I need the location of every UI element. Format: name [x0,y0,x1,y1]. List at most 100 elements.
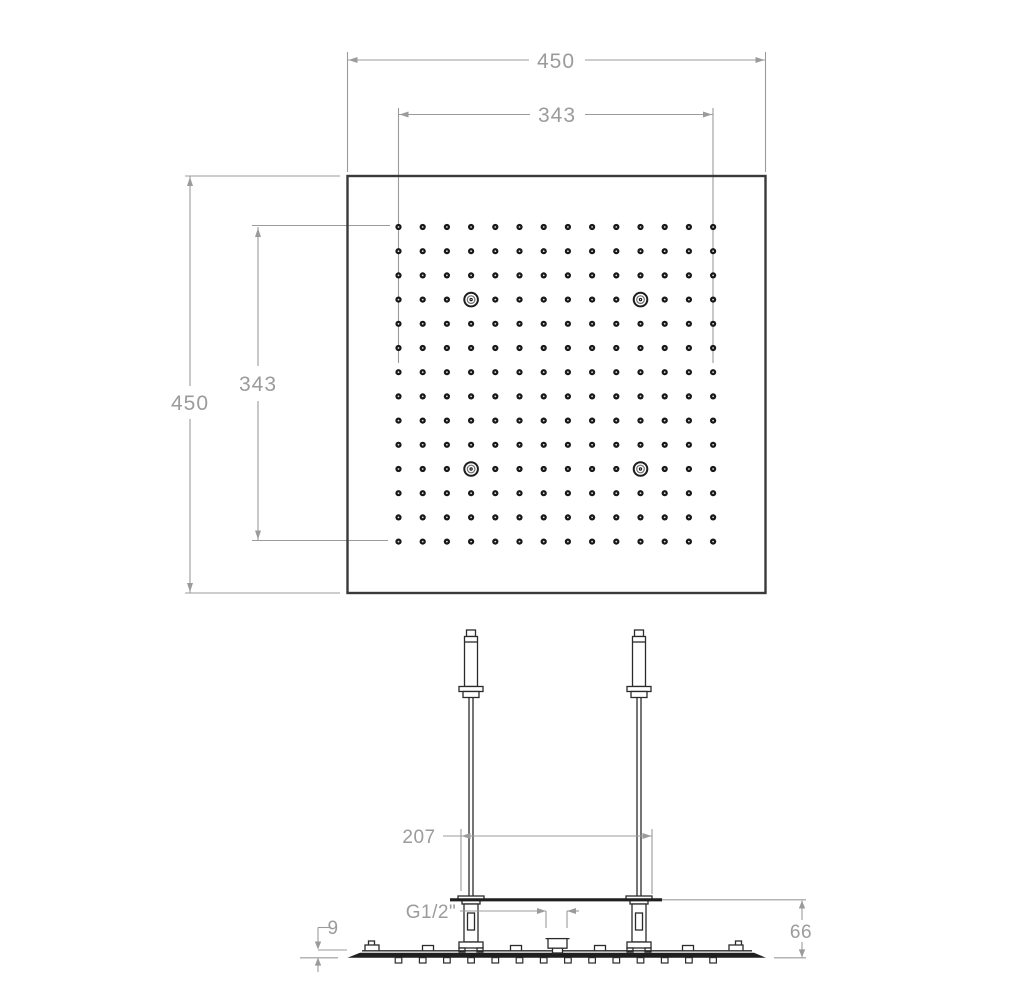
nozzle-dot [710,465,717,473]
nozzle-dot [637,344,644,352]
nozzle-dot [516,514,523,521]
nozzle-dot [443,320,450,327]
nozzle-dot [443,538,450,545]
nozzle-dot [564,490,572,497]
spray-nozzle-outlet [515,956,524,964]
feature-nozzle [463,461,479,477]
nozzle-dot [637,514,644,521]
nozzle-dot [395,441,402,448]
nozzle-dot [613,393,620,400]
nozzle-dot [516,320,523,327]
nozzle-dot [564,538,572,545]
nozzle-dot [492,223,499,231]
nozzle-dot [710,248,717,255]
dim-panel-thickness: 9 [300,918,347,972]
nozzle-dot [540,248,547,255]
nozzle-dot [540,320,547,327]
dim-label-rod-spacing: 207 [402,827,435,848]
nozzle-dot [613,272,620,279]
nozzle-dot [419,393,426,400]
nozzle-dot [443,490,450,497]
dim-label-inlet-thread: G1/2" [406,902,456,923]
nozzle-dot [564,320,572,327]
nozzle-dot [468,223,475,231]
panel-outline [346,174,767,595]
nozzle-dot [540,369,547,376]
nozzle-dot [661,417,668,424]
nozzle-dot [468,369,475,376]
nozzle-dot [468,393,475,400]
nozzle-dot [492,272,499,279]
nozzle-dot [564,344,572,352]
nozzle-dot [637,393,644,400]
nozzle-dot [661,490,668,497]
nozzle-dot [589,514,596,521]
nozzle-dot [468,344,475,352]
nozzle-dot [540,514,547,521]
elevation-view: 207 G1/2" 9 [300,629,812,972]
feature-nozzle [632,461,649,477]
nozzle-dot [637,441,644,448]
nozzle-dot [540,417,547,424]
nozzle-dot [419,296,426,303]
nozzle-dot [685,393,693,400]
nozzle-dot [468,441,475,448]
nozzle-dot [492,320,499,327]
nozzle-dot [613,514,620,521]
nozzle-dot [710,417,717,424]
nozzle-dot [540,441,547,448]
nozzle-dot [395,296,402,303]
nozzle-dot [685,320,693,327]
nozzle-dot [589,296,596,303]
nozzle-dot [516,465,523,473]
nozzle-dot [395,223,402,231]
nozzle-dot [540,296,547,303]
nozzle-dot [516,248,523,255]
nozzle-dot [613,296,620,303]
nozzle-dot [443,223,450,231]
nozzle-dot [468,490,475,497]
nozzle-dot [419,441,426,448]
nozzle-dot [685,344,693,352]
nozzle-dot [589,344,596,352]
nozzle-dot [516,369,523,376]
nozzle-dot [395,393,402,400]
nozzle-dot [395,538,402,545]
nozzle-dot [661,344,668,352]
nozzle-dot [492,296,499,303]
water-inlet-fitting [545,937,570,954]
nozzle-dot [564,223,572,231]
nozzle-dot [419,417,426,424]
nozzle-dot [710,514,717,521]
nozzle-dot [419,320,426,327]
nozzle-dot [685,538,693,545]
nozzle-dot [516,393,523,400]
nozzle-dot [492,369,499,376]
nozzle-dot [613,320,620,327]
feature-nozzle [463,291,479,308]
panel-clips [364,940,744,952]
nozzle-dot [661,393,668,400]
nozzle-dot [443,272,450,279]
panel-plate [347,952,766,958]
nozzle-dot [685,248,693,255]
dim-label-overall-width: 450 [537,50,575,73]
nozzle-dot [710,393,717,400]
nozzle-dot [492,538,499,545]
nozzle-dot [589,538,596,545]
nozzle-dot [468,248,475,255]
nozzle-dot [419,538,426,545]
nozzle-dot [637,369,644,376]
nozzle-dot [564,514,572,521]
nozzle-dot [419,490,426,497]
dim-overall-width: 450 [346,50,767,172]
nozzle-dot [419,369,426,376]
nozzle-dot [661,369,668,376]
nozzle-dot [468,538,475,545]
spray-nozzle-outlet [467,956,475,964]
dim-label-assembly-height: 66 [790,922,812,943]
nozzle-dot [589,369,596,376]
nozzle-dot [589,393,596,400]
nozzle-dot [419,514,426,521]
